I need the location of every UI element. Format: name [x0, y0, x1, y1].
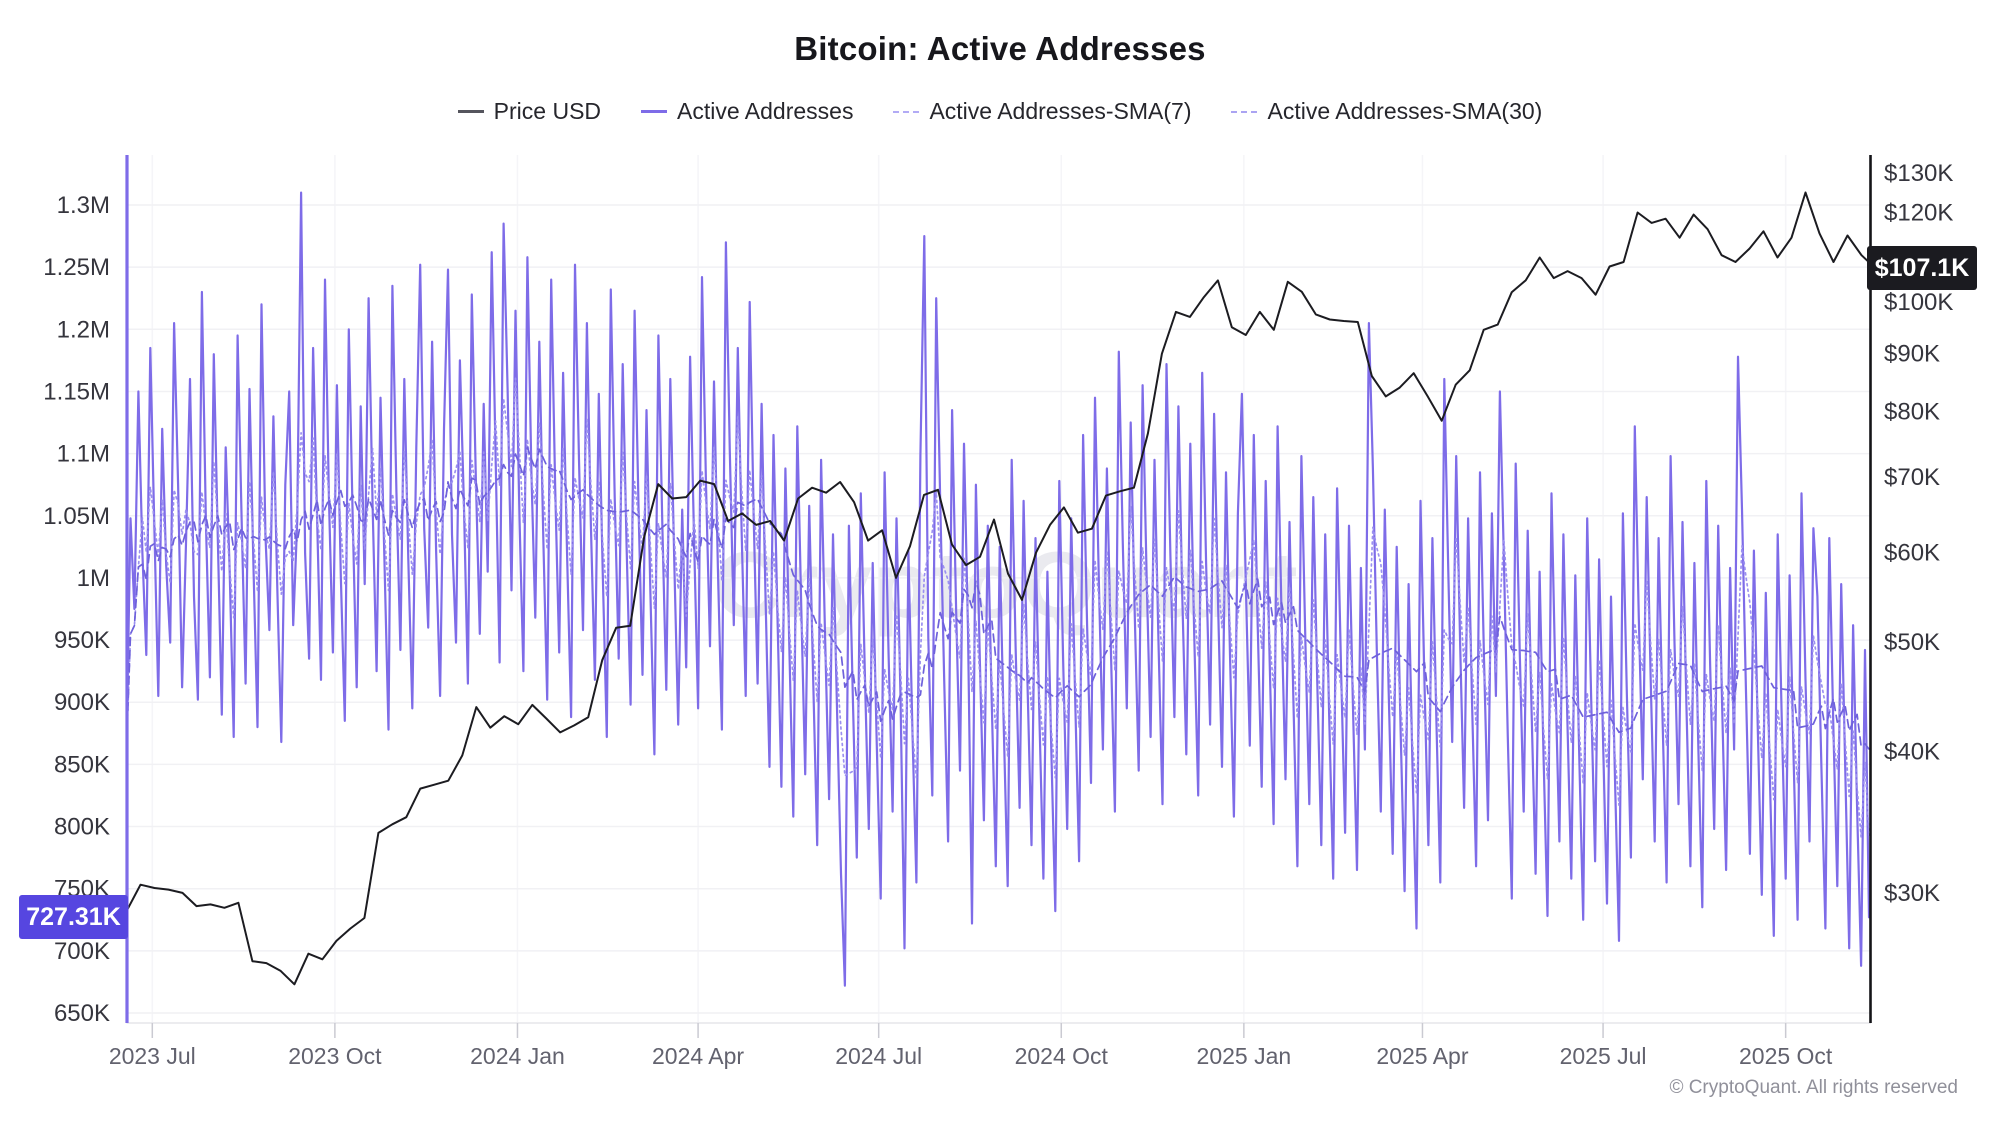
right-axis-tick-label: $50K — [1884, 629, 1940, 656]
legend-label: Active Addresses — [677, 98, 854, 124]
left-axis-tick-label: 1M — [77, 565, 110, 592]
right-axis-tick-label: $100K — [1884, 289, 1953, 316]
legend-item-price-usd[interactable]: Price USD — [457, 98, 602, 125]
right-axis-tick-label: $90K — [1884, 341, 1940, 368]
x-axis-tick-label: 2024 Apr — [652, 1043, 744, 1069]
x-axis-tick-label: 2025 Jul — [1560, 1043, 1647, 1069]
left-axis-tick-label: 1.25M — [43, 254, 110, 281]
left-axis-tick-label: 700K — [54, 938, 110, 965]
left-axis-tick-label: 900K — [54, 689, 110, 716]
legend-item-sma7[interactable]: Active Addresses-SMA(7) — [893, 98, 1191, 125]
right-axis-tick-label: $70K — [1884, 464, 1940, 491]
right-axis: $30K $40K $50K $60K $70K $80K $90K $100K $120K $1… — [1884, 160, 1953, 907]
legend-label: Active Addresses-SMA(30) — [1267, 98, 1543, 124]
x-axis-tick-label: 2024 Oct — [1015, 1043, 1109, 1069]
legend-label: Price USD — [493, 98, 602, 124]
sma7-line — [126, 377, 1870, 838]
left-axis-tick-label: 1.1M — [57, 441, 110, 468]
x-axis-tick-label: 2023 Jul — [109, 1043, 196, 1069]
left-axis-tick-label: 1.2M — [57, 316, 110, 343]
right-axis-tick-label: $30K — [1884, 880, 1940, 907]
price-last-value-badge: $107.1K — [1867, 246, 1977, 290]
left-axis: 650K700K750K800K850K900K950K1M1.05M1.1M1… — [43, 192, 110, 1027]
price-line-swatch-icon — [457, 110, 484, 113]
x-axis-tick-label: 2024 Jan — [470, 1043, 565, 1069]
right-axis-tick-label: $40K — [1884, 739, 1940, 766]
x-axis-tick-label: 2023 Oct — [288, 1043, 382, 1069]
legend-label: Active Addresses-SMA(7) — [929, 98, 1192, 124]
price-line — [126, 191, 1871, 986]
right-axis-tick-label: $80K — [1884, 399, 1940, 426]
sma30-line — [126, 446, 1870, 751]
copyright-text: © CryptoQuant. All rights reserved — [1669, 1077, 1958, 1098]
x-axis: 2023 Jul 2023 Oct 2024 Jan 2024 Apr 2024 Jul… — [109, 1022, 1871, 1069]
legend-item-sma30[interactable]: Active Addresses-SMA(30) — [1231, 98, 1542, 125]
sma7-line-swatch-icon — [893, 110, 920, 113]
right-axis-tick-label: $60K — [1884, 540, 1940, 567]
x-axis-tick-label: 2025 Apr — [1376, 1043, 1468, 1069]
legend-item-active-addresses[interactable]: Active Addresses — [641, 98, 853, 125]
right-axis-tick-label: $120K — [1884, 200, 1953, 227]
legend: Price USD Active Addresses Active Addres… — [0, 98, 2000, 125]
active-addresses-last-value-badge: 727.31K — [19, 895, 128, 939]
active-addresses-line-swatch-icon — [641, 110, 668, 113]
left-axis-tick-label: 650K — [54, 1000, 110, 1027]
sma30-line-swatch-icon — [1231, 110, 1258, 113]
x-axis-tick-label: 2025 Jan — [1197, 1043, 1292, 1069]
left-axis-tick-label: 1.05M — [43, 503, 110, 530]
gridlines — [126, 155, 1871, 1023]
right-axis-tick-label: $130K — [1884, 160, 1953, 187]
x-axis-tick-label: 2025 Oct — [1739, 1043, 1833, 1069]
left-axis-tick-label: 1.15M — [43, 378, 110, 405]
x-axis-tick-label: 2024 Jul — [835, 1043, 922, 1069]
left-axis-tick-label: 800K — [54, 814, 110, 841]
left-axis-tick-label: 850K — [54, 751, 110, 778]
axis-spines — [125, 155, 1872, 1023]
left-axis-tick-label: 1.3M — [57, 192, 110, 219]
left-axis-tick-label: 950K — [54, 627, 110, 654]
page-title: Bitcoin: Active Addresses — [794, 30, 1206, 67]
